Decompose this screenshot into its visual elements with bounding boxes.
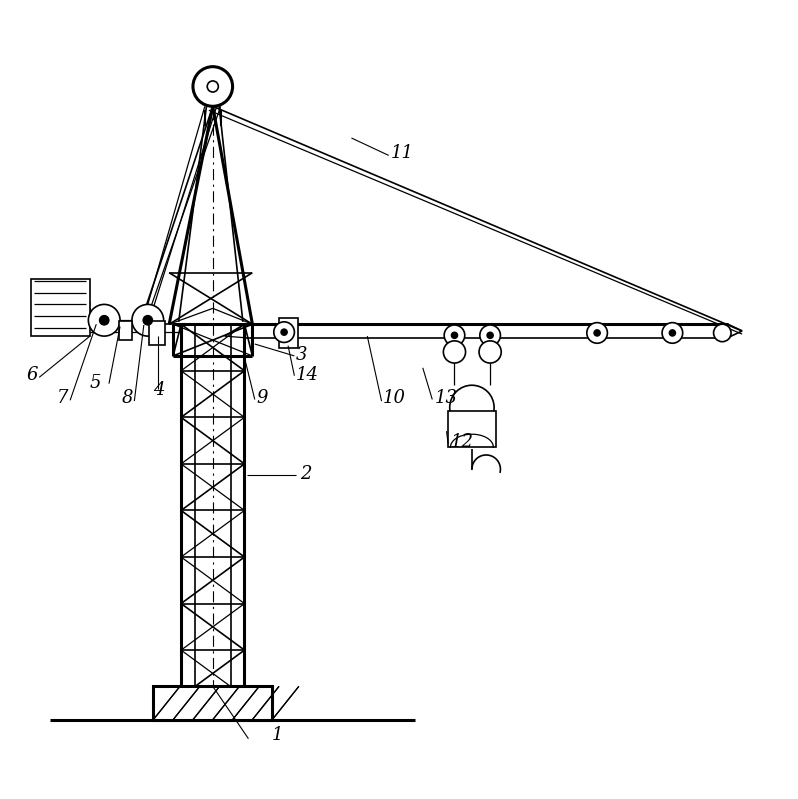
Circle shape [662,323,683,344]
Text: 14: 14 [296,366,319,384]
Circle shape [480,325,500,346]
Circle shape [143,316,152,325]
Text: 4: 4 [153,381,165,400]
Circle shape [100,316,109,325]
Circle shape [487,332,493,339]
Circle shape [89,304,120,336]
Text: 5: 5 [90,374,101,392]
Circle shape [587,323,607,344]
Bar [279,318,298,348]
Bar [448,411,496,447]
Circle shape [450,385,494,430]
Text: 11: 11 [391,144,414,161]
Circle shape [444,325,464,346]
Bar [119,321,132,340]
Bar [30,279,90,336]
Text: 8: 8 [121,389,133,407]
Text: 10: 10 [383,389,406,407]
Text: 13: 13 [435,389,458,407]
Text: 9: 9 [256,389,268,407]
Circle shape [193,66,232,106]
Circle shape [713,324,731,342]
Text: 12: 12 [451,433,473,451]
Text: 2: 2 [300,465,311,483]
Bar [153,686,272,720]
Circle shape [132,304,164,336]
Text: 3: 3 [296,346,307,364]
Text: 7: 7 [57,389,68,407]
Circle shape [281,329,287,336]
Circle shape [670,330,676,336]
Circle shape [444,341,465,363]
Circle shape [207,81,219,92]
Circle shape [594,330,600,336]
Circle shape [452,332,457,339]
Text: 6: 6 [26,366,38,384]
Circle shape [479,341,501,363]
Circle shape [274,322,294,343]
Bar [149,321,165,345]
Text: 1: 1 [272,726,284,744]
